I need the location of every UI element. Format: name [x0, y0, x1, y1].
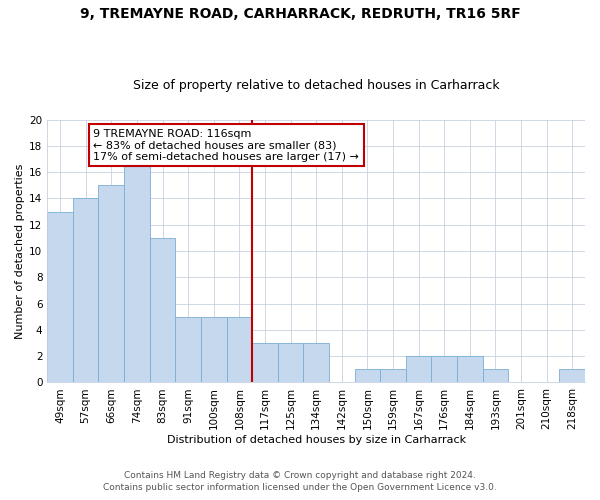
Bar — [47, 212, 73, 382]
Text: Contains public sector information licensed under the Open Government Licence v3: Contains public sector information licen… — [103, 484, 497, 492]
Bar — [227, 316, 252, 382]
Bar — [304, 343, 329, 382]
Bar — [431, 356, 457, 382]
Text: 9, TREMAYNE ROAD, CARHARRACK, REDRUTH, TR16 5RF: 9, TREMAYNE ROAD, CARHARRACK, REDRUTH, T… — [80, 8, 520, 22]
X-axis label: Distribution of detached houses by size in Carharrack: Distribution of detached houses by size … — [167, 435, 466, 445]
Bar — [380, 370, 406, 382]
Bar — [278, 343, 304, 382]
Text: 9 TREMAYNE ROAD: 116sqm
← 83% of detached houses are smaller (83)
17% of semi-de: 9 TREMAYNE ROAD: 116sqm ← 83% of detache… — [94, 129, 359, 162]
Bar — [201, 316, 227, 382]
Bar — [559, 370, 585, 382]
Text: Contains HM Land Registry data © Crown copyright and database right 2024.: Contains HM Land Registry data © Crown c… — [124, 471, 476, 480]
Bar — [73, 198, 98, 382]
Title: Size of property relative to detached houses in Carharrack: Size of property relative to detached ho… — [133, 79, 499, 92]
Bar — [98, 186, 124, 382]
Bar — [252, 343, 278, 382]
Bar — [406, 356, 431, 382]
Y-axis label: Number of detached properties: Number of detached properties — [15, 164, 25, 338]
Bar — [457, 356, 482, 382]
Bar — [482, 370, 508, 382]
Bar — [150, 238, 175, 382]
Bar — [355, 370, 380, 382]
Bar — [124, 159, 150, 382]
Bar — [175, 316, 201, 382]
